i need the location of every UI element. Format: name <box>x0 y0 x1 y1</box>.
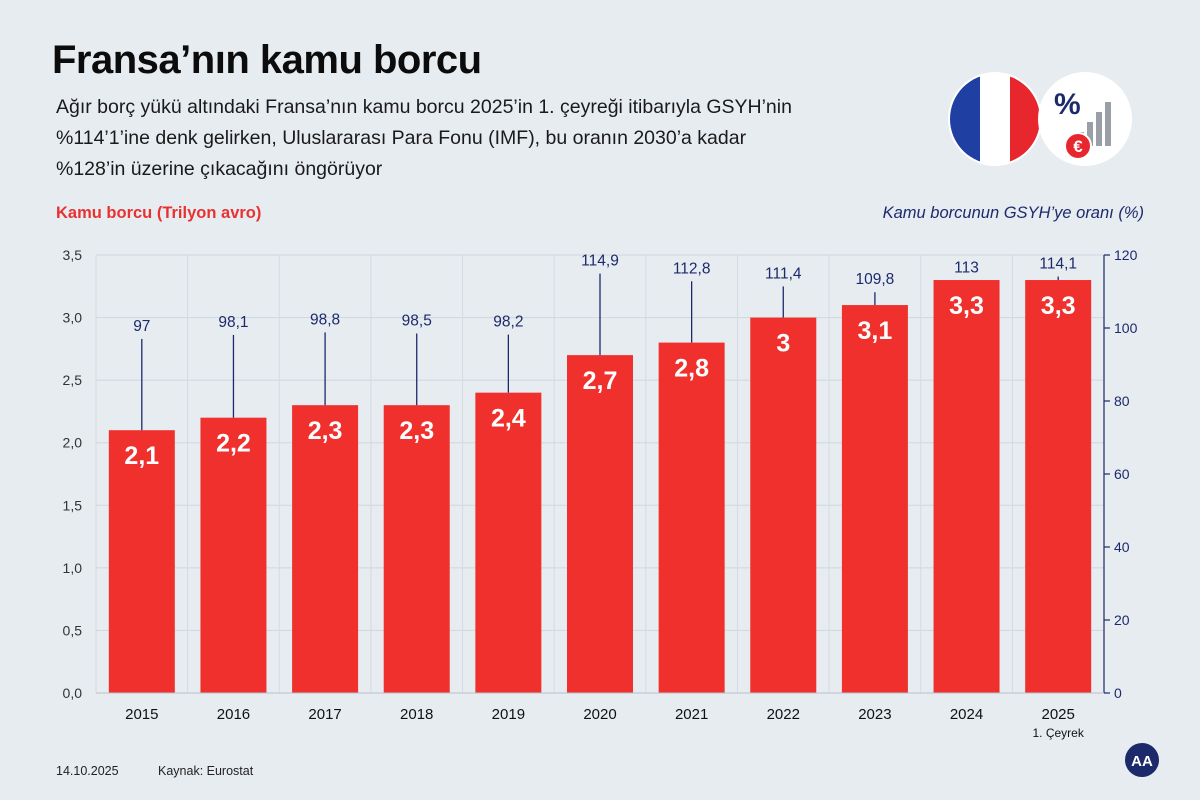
ratio-value-label: 114,1 <box>1039 256 1077 273</box>
debt-value-label: 2,2 <box>216 430 251 458</box>
chart-title: Fransa’nın kamu borcu <box>52 38 482 82</box>
y-right-tick-label: 120 <box>1114 247 1138 263</box>
y-axis-left-title: Kamu borcu (Trilyon avro) <box>56 204 262 222</box>
chart-subtitle: Ağır borç yükü altındaki Fransa’nın kamu… <box>56 92 916 185</box>
header-badges: % € <box>946 72 1136 168</box>
debt-bar <box>200 417 267 693</box>
debt-bar <box>292 405 359 693</box>
debt-value-label: 3,3 <box>949 292 984 320</box>
debt-value-label: 2,7 <box>583 367 618 395</box>
subtitle-line: Ağır borç yükü altındaki Fransa’nın kamu… <box>56 96 792 118</box>
footer-source: Kaynak: Eurostat <box>158 764 254 778</box>
y-right-tick-label: 0 <box>1114 685 1122 701</box>
aa-logo-text: AA <box>1131 753 1153 770</box>
ratio-value-label: 98,8 <box>310 311 340 328</box>
debt-value-label: 2,1 <box>124 442 159 470</box>
debt-bar <box>383 405 450 693</box>
debt-value-label: 2,3 <box>308 417 343 445</box>
x-tick-label: 2020 <box>583 706 616 723</box>
ratio-value-label: 112,8 <box>673 260 711 277</box>
y-right-tick-label: 40 <box>1114 539 1130 555</box>
percent-euro-icon: % € <box>1038 72 1132 166</box>
x-tick-label: 2018 <box>400 706 433 723</box>
x-tick-sublabel: 1. Çeyrek <box>1033 726 1085 740</box>
y-right-tick-label: 60 <box>1114 466 1130 482</box>
x-tick-label: 2016 <box>217 706 250 723</box>
x-tick-label: 2015 <box>125 706 158 723</box>
y-left-tick-label: 0,5 <box>63 622 83 638</box>
debt-bar <box>567 355 633 693</box>
y-left-tick-label: 1,0 <box>63 560 83 576</box>
debt-bar <box>841 305 908 693</box>
x-tick-label: 2017 <box>308 706 341 723</box>
debt-bar <box>750 317 817 693</box>
x-tick-label: 2025 <box>1041 706 1074 723</box>
y-left-tick-label: 1,5 <box>63 497 83 513</box>
y-left-tick-label: 3,5 <box>63 247 83 263</box>
debt-value-label: 2,8 <box>674 355 709 383</box>
y-left-tick-label: 3,0 <box>63 310 83 326</box>
ratio-value-label: 109,8 <box>856 271 895 288</box>
debt-value-label: 2,3 <box>399 417 434 445</box>
ratio-value-label: 98,1 <box>218 314 248 331</box>
debt-value-label: 3,3 <box>1041 292 1076 320</box>
ratio-value-label: 98,5 <box>402 312 432 329</box>
ratio-value-label: 113 <box>954 260 979 277</box>
aa-logo-icon: AA <box>1124 742 1160 783</box>
y-left-tick-label: 2,0 <box>63 435 83 451</box>
y-right-tick-label: 80 <box>1114 393 1130 409</box>
subtitle-line: %114’1’ine denk gelirken, Uluslararası P… <box>56 127 747 149</box>
ratio-value-label: 114,9 <box>581 253 619 270</box>
debt-value-label: 2,4 <box>491 405 526 433</box>
debt-bar <box>475 392 542 693</box>
debt-value-label: 3,1 <box>858 317 893 345</box>
ratio-value-label: 97 <box>133 318 150 335</box>
y-right-tick-label: 100 <box>1114 320 1138 336</box>
debt-bar <box>658 342 725 693</box>
percent-symbol: % <box>1054 88 1081 121</box>
y-left-tick-label: 0,0 <box>63 685 83 701</box>
ratio-value-label: 111,4 <box>765 265 802 282</box>
debt-bar <box>933 280 1000 693</box>
y-right-tick-label: 20 <box>1114 612 1130 628</box>
x-tick-label: 2023 <box>858 706 891 723</box>
subtitle-line: %128’in üzerine çıkacağını öngörüyor <box>56 158 383 180</box>
y-axis-right-title: Kamu borcunun GSYH’ye oranı (%) <box>882 204 1144 222</box>
x-tick-label: 2024 <box>950 706 983 723</box>
x-tick-label: 2021 <box>675 706 708 723</box>
debt-bar <box>108 430 175 693</box>
x-tick-label: 2019 <box>492 706 525 723</box>
debt-value-label: 3 <box>776 330 790 358</box>
euro-symbol: € <box>1073 137 1083 156</box>
footer-date: 14.10.2025 <box>56 764 119 778</box>
x-tick-label: 2022 <box>767 706 800 723</box>
y-left-tick-label: 2,5 <box>63 372 83 388</box>
ratio-value-label: 98,2 <box>493 314 523 331</box>
debt-bar <box>1025 280 1092 693</box>
